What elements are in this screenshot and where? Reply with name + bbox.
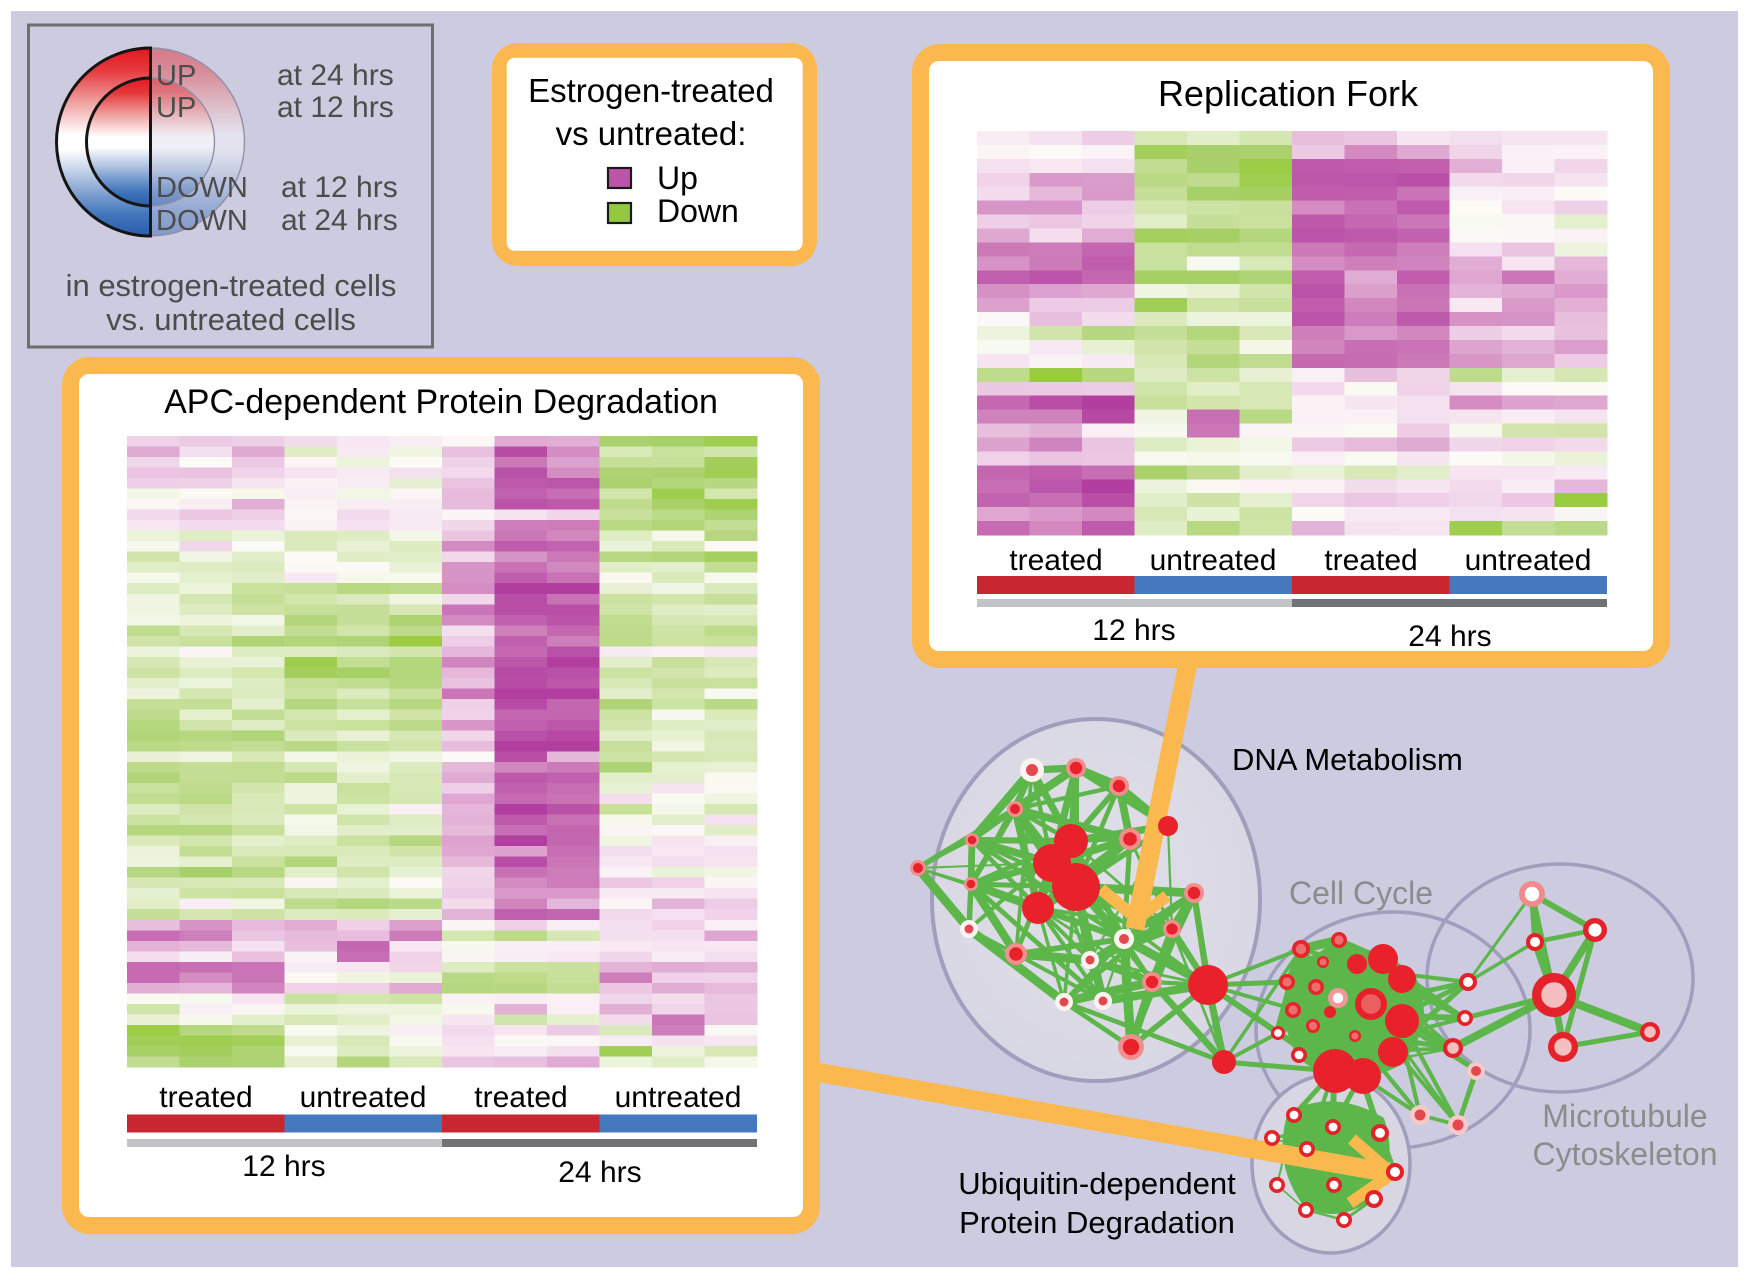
svg-text:vs. untreated cells: vs. untreated cells (106, 302, 356, 337)
svg-text:Replication Fork: Replication Fork (1158, 73, 1419, 114)
svg-text:Up: Up (657, 160, 698, 196)
svg-text:untreated: untreated (1465, 544, 1592, 577)
svg-text:untreated: untreated (615, 1081, 742, 1114)
svg-text:APC-dependent Protein Degradat: APC-dependent Protein Degradation (164, 383, 718, 421)
svg-text:DOWN: DOWN (156, 205, 248, 237)
svg-text:24 hrs: 24 hrs (558, 1156, 641, 1189)
svg-text:24 hrs: 24 hrs (1408, 620, 1491, 653)
svg-text:Microtubule: Microtubule (1542, 1098, 1707, 1134)
svg-text:Ubiquitin-dependent: Ubiquitin-dependent (958, 1166, 1236, 1201)
svg-text:treated: treated (1324, 544, 1417, 577)
svg-text:12 hrs: 12 hrs (242, 1150, 325, 1183)
svg-text:DNA Metabolism: DNA Metabolism (1232, 742, 1463, 777)
svg-text:untreated: untreated (300, 1081, 427, 1114)
svg-text:Protein Degradation: Protein Degradation (959, 1205, 1235, 1240)
svg-text:treated: treated (1009, 544, 1102, 577)
svg-text:treated: treated (474, 1081, 567, 1114)
svg-text:untreated: untreated (1150, 544, 1277, 577)
svg-text:Cytoskeleton: Cytoskeleton (1533, 1136, 1718, 1172)
svg-text:Estrogen-treated: Estrogen-treated (528, 72, 774, 109)
svg-text:12 hrs: 12 hrs (1092, 614, 1175, 647)
svg-text:at 12 hrs: at 12 hrs (281, 171, 398, 204)
svg-text:UP: UP (156, 92, 196, 124)
svg-text:DOWN: DOWN (156, 172, 248, 204)
svg-text:in estrogen-treated cells: in estrogen-treated cells (66, 268, 397, 303)
svg-text:at 24 hrs: at 24 hrs (281, 204, 398, 237)
svg-text:at 12 hrs: at 12 hrs (277, 91, 394, 124)
svg-text:treated: treated (159, 1081, 252, 1114)
svg-text:vs untreated:: vs untreated: (556, 115, 747, 152)
svg-text:Cell Cycle: Cell Cycle (1289, 875, 1433, 911)
svg-text:at 24 hrs: at 24 hrs (277, 59, 394, 92)
svg-text:UP: UP (156, 60, 196, 92)
svg-text:Down: Down (657, 193, 739, 229)
